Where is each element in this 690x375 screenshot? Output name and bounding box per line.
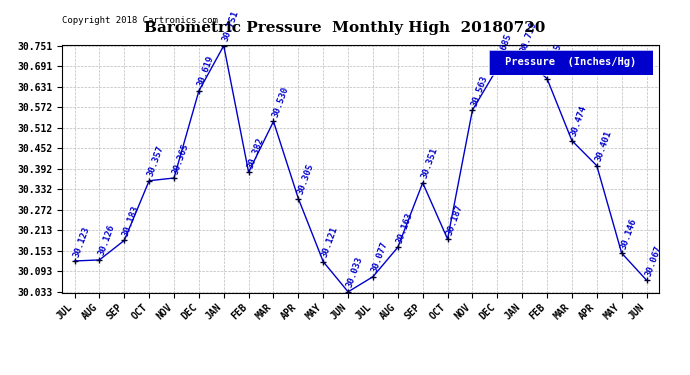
Text: 30.530: 30.530 <box>270 85 290 118</box>
Text: 30.305: 30.305 <box>295 162 315 196</box>
Text: 30.719: 30.719 <box>520 21 539 54</box>
Text: 30.183: 30.183 <box>121 204 141 238</box>
Text: 30.685: 30.685 <box>495 32 514 66</box>
Text: 30.146: 30.146 <box>619 217 638 250</box>
Text: 30.357: 30.357 <box>146 145 166 178</box>
Text: 30.126: 30.126 <box>97 224 116 257</box>
Text: Copyright 2018 Cartronics.com: Copyright 2018 Cartronics.com <box>62 16 218 25</box>
Text: 30.033: 30.033 <box>345 256 365 289</box>
Text: 30.077: 30.077 <box>370 241 390 274</box>
Text: Barometric Pressure  Monthly High  20180720: Barometric Pressure Monthly High 2018072… <box>144 21 546 34</box>
Text: 30.067: 30.067 <box>644 244 663 278</box>
Text: 30.619: 30.619 <box>196 55 215 88</box>
Text: 30.751: 30.751 <box>221 9 240 43</box>
Text: 30.365: 30.365 <box>171 142 190 175</box>
Text: 30.401: 30.401 <box>594 129 613 163</box>
Text: 30.187: 30.187 <box>444 203 464 236</box>
Text: 30.123: 30.123 <box>72 225 91 258</box>
Text: 30.563: 30.563 <box>469 74 489 107</box>
Text: 30.163: 30.163 <box>395 211 415 244</box>
Text: 30.474: 30.474 <box>569 105 589 138</box>
Text: 30.351: 30.351 <box>420 147 440 180</box>
Text: 30.382: 30.382 <box>246 136 265 170</box>
Text: 30.655: 30.655 <box>544 42 564 76</box>
Text: 30.121: 30.121 <box>320 225 339 259</box>
